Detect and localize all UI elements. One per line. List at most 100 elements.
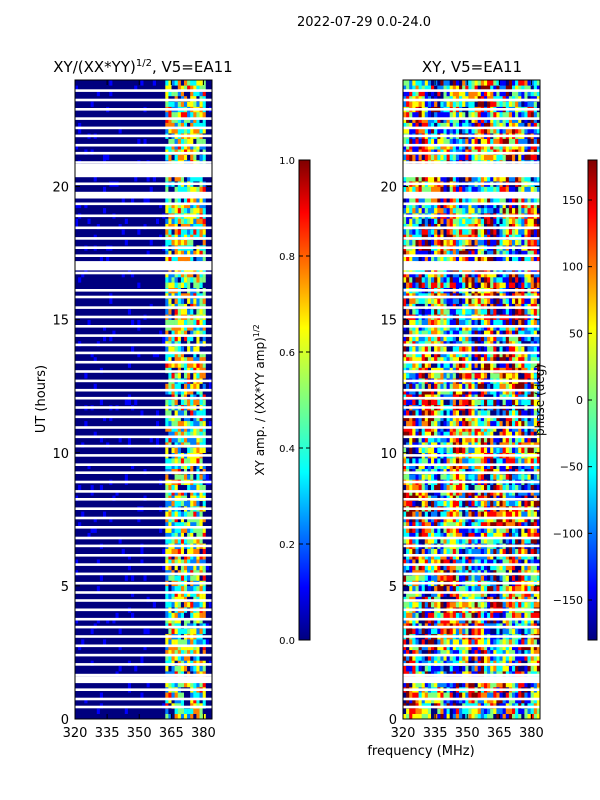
amp-heatmap-cell [81,319,85,326]
amp-heatmap-cell [90,186,94,193]
amp-heatmap-cell [124,697,129,704]
amp-heatmap-cell [115,277,119,283]
amp-heatmap-cell [152,335,157,342]
amp-heatmap-cell [134,399,138,406]
amp-heatmap-cell [143,612,147,619]
amp-heatmap-cell [184,122,188,129]
amp-heatmap-cell [152,101,157,107]
amp-heatmap-cell [162,330,166,336]
amp-heatmap-cell [134,522,138,528]
amp-heatmap-cell [90,681,94,688]
amp-heatmap-cell [196,655,200,661]
amp-heatmap-cell [196,335,200,342]
amp-heatmap-cell [159,559,163,565]
amp-heatmap-cell [93,383,98,390]
amp-heatmap-cell [162,655,166,661]
amp-heatmap-cell [199,319,203,326]
amp-heatmap-cell [84,250,88,256]
amp-heatmap-cell [93,175,98,182]
amp-heatmap-cell [168,708,172,714]
amp-heatmap-cell [156,601,160,608]
amp-heatmap-cell [75,420,79,427]
amp-heatmap-cell [190,516,194,523]
amp-heatmap-cell [109,665,113,672]
amp-heatmap-cell [90,591,94,597]
amp-heatmap-cell [184,229,188,235]
amp-heatmap-cell [180,202,185,209]
amp-heatmap-cell [131,154,135,161]
amp-heatmap-cell [75,511,79,517]
amp-heatmap-cell [109,250,113,256]
amp-heatmap-cell [75,564,79,571]
amp-heatmap-cell [202,420,207,427]
amp-heatmap-cell [202,447,207,453]
amp-heatmap-cell [187,628,191,635]
amp-heatmap-cell [152,362,157,368]
amp-heatmap-cell [140,559,144,565]
amp-heatmap-cell [131,197,135,203]
amp-heatmap-cell [174,330,178,336]
amp-heatmap-cell [190,484,194,491]
amp-heatmap-cell [137,516,141,523]
amp-heatmap-cell [190,649,194,656]
amp-heatmap-cell [165,500,169,507]
amp-heatmap-cell [75,271,79,278]
amp-heatmap-cell [106,127,110,134]
amp-heatmap-cell [152,644,157,651]
amp-heatmap-cell [180,681,185,688]
amp-heatmap-cell [81,143,85,150]
amp-heatmap-cell [146,538,150,544]
amp-heatmap-cell [190,239,194,246]
amp-heatmap-cell [124,420,129,427]
amp-heatmap-cell [184,117,188,123]
amp-heatmap-cell [190,298,194,304]
amp-heatmap-cell [165,319,169,326]
amp-heatmap-cell [146,346,150,352]
amp-heatmap-cell [156,154,160,161]
amp-heatmap-cell [99,458,104,464]
amp-heatmap-cell [81,713,85,720]
amp-heatmap-cell [140,511,144,517]
amp-heatmap-cell [75,426,79,432]
amp-heatmap-cell [103,538,107,544]
amp-heatmap-cell [199,255,203,262]
amp-heatmap-cell [165,117,169,123]
amp-heatmap-cell [193,197,197,203]
amp-heatmap-cell [75,372,79,379]
amp-heatmap-cell [96,639,101,645]
amp-heatmap-cell [90,143,94,150]
amp-heatmap-cell [115,708,119,714]
amp-heatmap-cell [93,410,98,416]
amp-heatmap-cell [78,399,82,406]
amp-heatmap-cell [124,255,129,262]
amp-heatmap-cell [115,85,119,91]
amp-heatmap-cell [168,490,172,496]
amp-heatmap-cell [131,207,135,214]
amp-heatmap-cell [103,111,107,118]
amp-heatmap-cell [131,447,135,453]
amp-heatmap-cell [177,330,182,336]
amp-heatmap-cell [118,362,122,368]
amp-heatmap-cell [109,426,113,432]
amp-heatmap-cell [109,207,113,214]
amp-heatmap-cell [187,617,191,624]
amp-heatmap-cell [149,325,154,331]
amp-heatmap-cell [140,426,144,432]
amp-heatmap-cell [146,649,150,656]
amp-heatmap-cell [137,553,141,560]
amp-heatmap-cell [184,415,188,422]
amp-heatmap-cell [87,410,91,416]
amp-heatmap-cell [121,612,126,619]
amp-heatmap-cell [187,277,191,283]
amp-heatmap-cell [137,649,141,656]
amp-heatmap-cell [193,548,197,555]
amp-heatmap-cell [168,639,172,645]
amp-heatmap-cell [190,548,194,555]
amp-heatmap-cell [152,175,157,182]
amp-heatmap-cell [162,207,166,214]
amp-heatmap-cell [106,362,110,368]
amp-heatmap-cell [168,388,172,395]
amp-heatmap-cell [90,415,94,422]
amp-heatmap-cell [96,186,101,193]
amp-heatmap-cell [109,277,113,283]
